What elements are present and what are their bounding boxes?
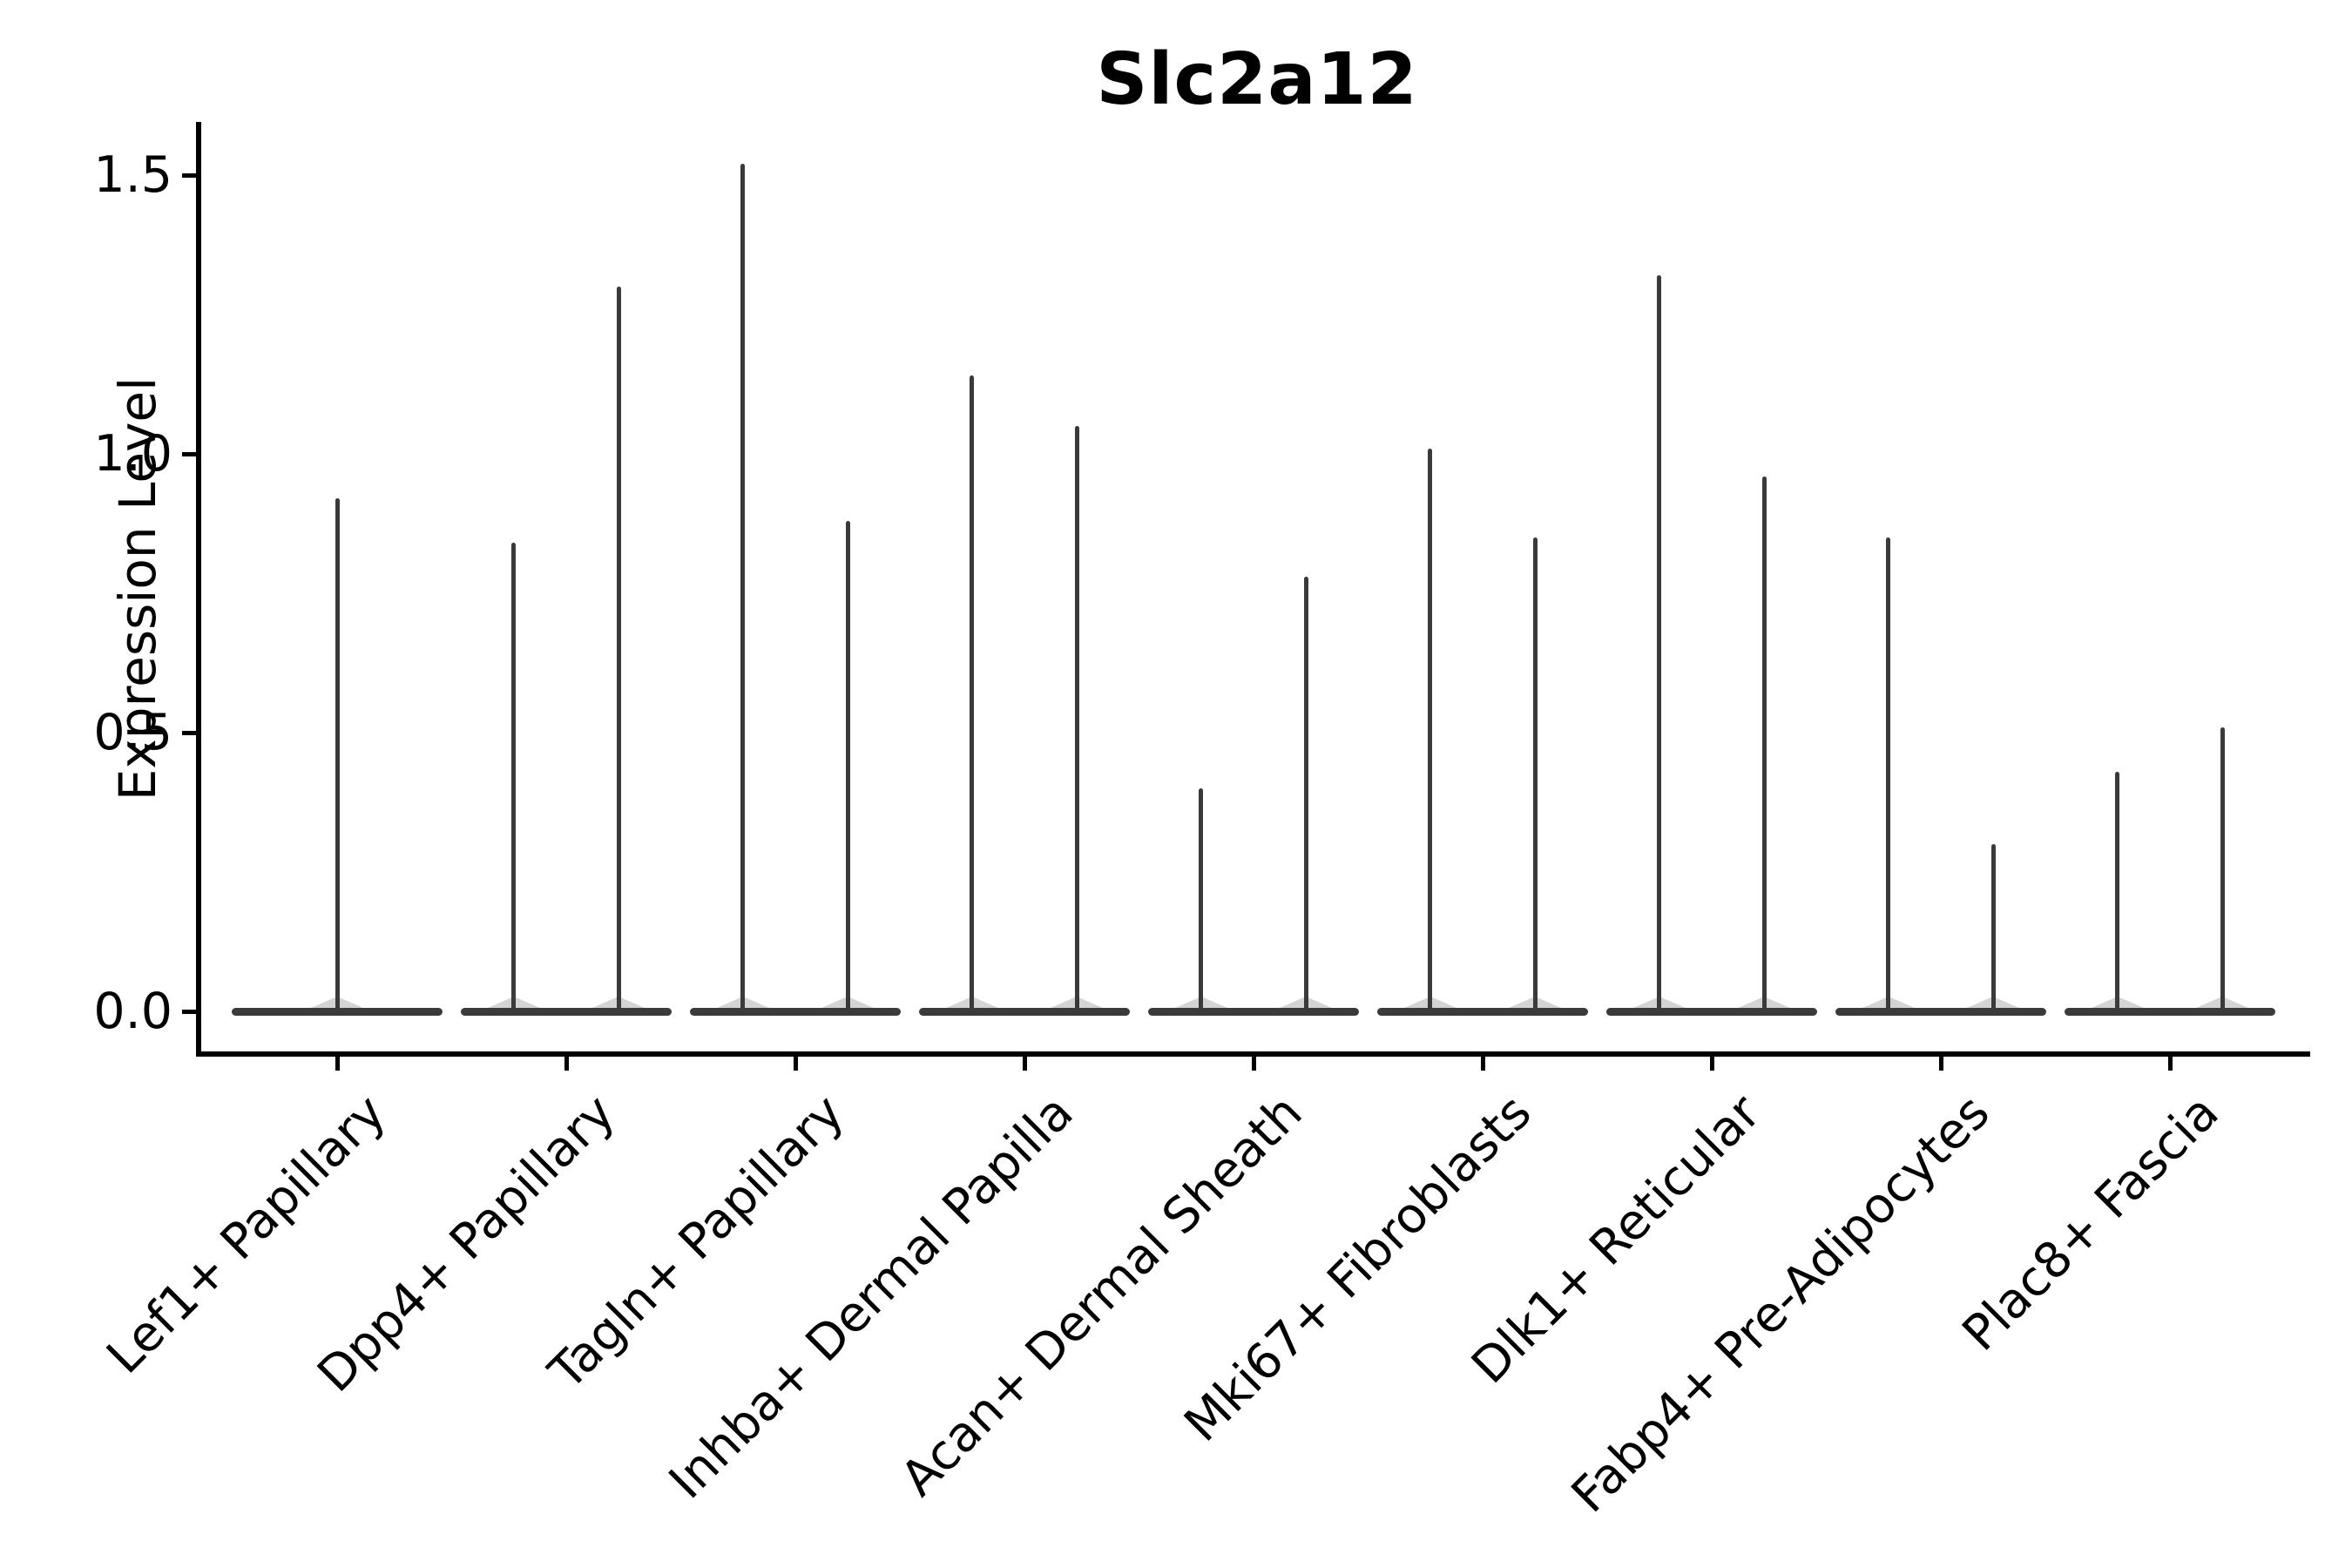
violin-base xyxy=(461,1007,672,1016)
x-tick xyxy=(1709,1057,1714,1071)
y-tick xyxy=(182,172,196,178)
y-tick-label: 1.5 xyxy=(93,146,172,204)
violin-spike xyxy=(1199,788,1203,1016)
y-tick-label: 0.0 xyxy=(93,983,172,1040)
violin-spike xyxy=(2220,727,2225,1016)
y-tick xyxy=(182,1009,196,1014)
x-axis-spine xyxy=(196,1051,2310,1057)
violin-spike xyxy=(511,543,516,1016)
violin-spike xyxy=(1428,448,1432,1016)
violin-base xyxy=(2065,1007,2275,1016)
x-tick xyxy=(335,1057,340,1071)
violin-spike xyxy=(1532,537,1538,1016)
violin-spike xyxy=(1657,275,1661,1016)
violin-spike xyxy=(1761,476,1767,1016)
violin-spike xyxy=(2115,771,2119,1016)
x-tick xyxy=(1938,1057,1943,1071)
violin-spike xyxy=(1990,844,1996,1016)
violin-spike xyxy=(740,164,745,1016)
violin-base xyxy=(1148,1007,1359,1016)
violin-spike xyxy=(335,498,340,1016)
y-tick xyxy=(182,730,196,735)
y-tick-label: 0.5 xyxy=(93,704,172,761)
violin-spike xyxy=(1886,537,1890,1016)
y-tick xyxy=(182,451,196,456)
y-tick-label: 1.0 xyxy=(93,425,172,483)
violin-base xyxy=(1835,1007,2046,1016)
x-tick xyxy=(1251,1057,1256,1071)
violin-spike xyxy=(970,375,974,1016)
chart-title: Slc2a12 xyxy=(1096,38,1418,121)
violin-base xyxy=(919,1007,1130,1016)
violin-base xyxy=(1606,1007,1817,1016)
y-axis-label: Expression Level xyxy=(108,376,167,801)
violin-spike xyxy=(616,287,621,1016)
violin-spike xyxy=(1303,576,1308,1016)
y-axis-spine xyxy=(196,122,201,1057)
x-tick xyxy=(1022,1057,1027,1071)
violin-spike xyxy=(1074,426,1079,1016)
violin-base xyxy=(1377,1007,1588,1016)
violin-base xyxy=(690,1007,901,1016)
x-tick xyxy=(1480,1057,1485,1071)
x-tick xyxy=(564,1057,569,1071)
violin-spike xyxy=(845,520,850,1016)
x-tick xyxy=(2167,1057,2173,1071)
x-tick xyxy=(793,1057,798,1071)
